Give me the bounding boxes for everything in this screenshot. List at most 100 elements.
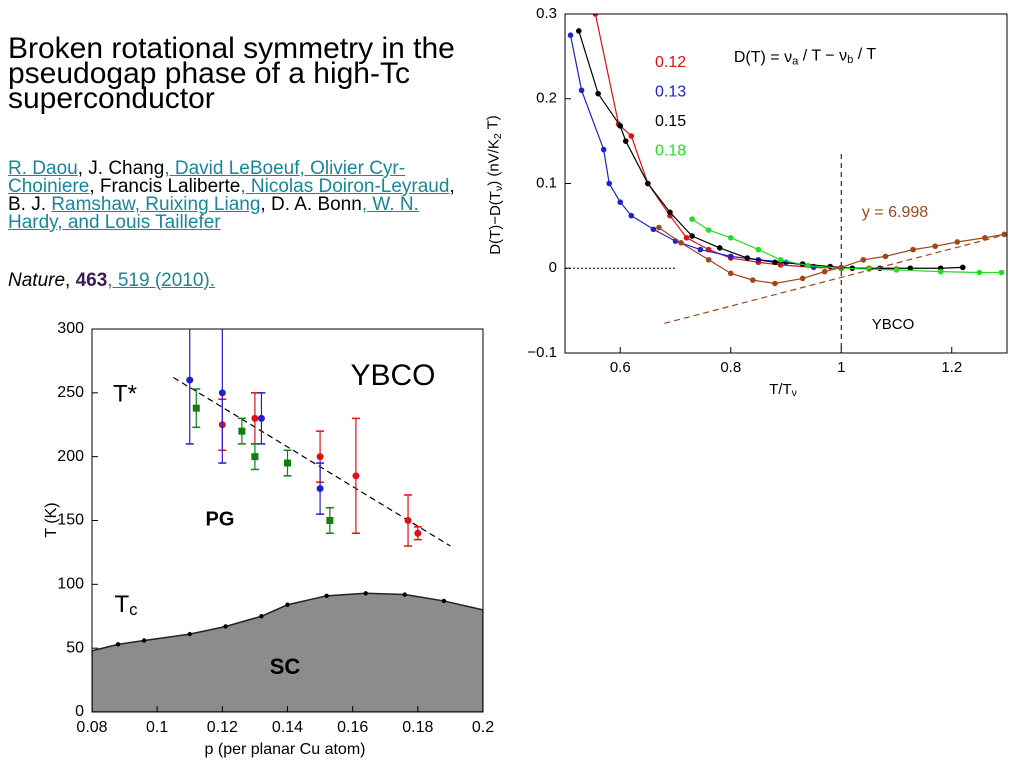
point [827, 263, 833, 270]
point [838, 264, 845, 271]
point [576, 28, 582, 34]
x-axis-label-part: T/T [769, 381, 792, 398]
point [352, 472, 360, 480]
annotation: Tc [114, 591, 137, 619]
point [772, 280, 778, 287]
area-point [187, 631, 192, 637]
point [617, 123, 624, 129]
citation-part: , [65, 270, 76, 291]
point [600, 146, 607, 153]
legend-entry: 0.15 [655, 113, 686, 130]
point [705, 256, 712, 263]
point [777, 262, 784, 268]
y-axis-label-part: T) [484, 115, 501, 133]
point [954, 239, 961, 245]
author[interactable]: , David LeBoeuf [164, 158, 300, 179]
plot-area [565, 14, 1007, 353]
legend-entry: 0.13 [655, 84, 686, 101]
point [628, 133, 635, 139]
y-tick-label: 0.2 [536, 90, 557, 107]
y-tick-label: 150 [57, 512, 84, 529]
point [414, 529, 422, 537]
series-line [173, 377, 451, 547]
citation-part: 463 [75, 270, 108, 291]
point [821, 268, 828, 275]
point [656, 224, 662, 231]
plot-area [92, 329, 483, 712]
x-tick-label: 0.14 [272, 719, 303, 736]
area-point [141, 638, 147, 643]
annotation-part: T [114, 591, 129, 618]
point [251, 453, 259, 461]
author: , B. J. [8, 176, 455, 215]
author[interactable]: , Olivier Cyr-Choiniere [8, 158, 406, 197]
x-tick-label: 0.6 [610, 359, 631, 376]
point [976, 269, 983, 276]
x-tick-label: 0.8 [720, 359, 741, 376]
citation: Nature, 463, 519 (2010). [8, 270, 216, 291]
point [316, 485, 324, 493]
annotation: y = 6.998 [862, 204, 928, 221]
point [907, 265, 914, 272]
point [910, 246, 916, 253]
x-tick-label: 1 [837, 359, 845, 376]
point [683, 234, 690, 241]
x-tick-label: 1.2 [941, 359, 962, 376]
citation-part[interactable]: , 519 (2010). [107, 270, 216, 291]
area-point [363, 591, 368, 596]
point [404, 517, 412, 524]
point [750, 277, 756, 283]
author[interactable]: R. Daou [8, 158, 78, 179]
y-axis-label: T (K) [43, 502, 60, 537]
annotation: SC [270, 654, 301, 679]
author[interactable]: , W. N. Hardy, and Louis Taillefer [8, 194, 419, 233]
x-tick-label: 0.1 [146, 719, 168, 736]
y-axis-label: D(T)−D(Tν) (nV/K2 T) [484, 115, 505, 255]
x-tick-label: 0.18 [402, 719, 433, 736]
point [592, 14, 599, 17]
point [218, 389, 226, 397]
y-tick-label: −0.1 [527, 344, 557, 361]
point [578, 87, 585, 94]
area-point [285, 602, 290, 607]
point [667, 209, 673, 216]
chart: 0.08 0.1 0.12 0.14 0.16 0.18 0.2 0 50 100 150 200 25… [43, 320, 494, 758]
author: , Francis Laliberte [89, 176, 241, 197]
author: , D. A. Bonn [260, 194, 362, 215]
x-tick-label: 0.2 [472, 719, 494, 736]
y-tick-label: 300 [57, 320, 84, 337]
author[interactable]: , Nicolas Doiron-Leyraud [240, 176, 450, 197]
area [92, 592, 483, 712]
point [251, 414, 259, 422]
y-axis-label-part: ν [493, 186, 505, 191]
series-line [691, 218, 1002, 274]
point [326, 517, 334, 524]
y-tick-label: 250 [57, 384, 84, 401]
point [705, 227, 712, 233]
annotation: YBCO [872, 316, 915, 333]
point [777, 256, 784, 263]
y-tick-label: 0.3 [536, 5, 557, 22]
area-point [259, 614, 264, 619]
area-point [115, 642, 121, 647]
x-tick-label: 0.16 [337, 719, 368, 736]
point [316, 453, 324, 461]
point [998, 269, 1005, 276]
point [772, 259, 778, 266]
annotation: PG [206, 508, 235, 530]
author: , J. Chang [77, 158, 165, 179]
annotation: YBCO [350, 359, 435, 392]
annotation-part: D(T) = ν [734, 49, 792, 66]
point [716, 245, 723, 251]
citation-part: Nature [8, 270, 66, 291]
y-tick-label: 0 [549, 259, 557, 276]
annotation-part: b [847, 54, 853, 66]
y-tick-label: 0 [75, 703, 84, 720]
point [284, 459, 291, 467]
y-tick-label: 0.1 [536, 174, 557, 191]
author[interactable]: Ramshaw, Ruixing Liang [51, 194, 261, 215]
legend-entry: 0.18 [655, 143, 686, 160]
y-tick-label: 50 [66, 639, 84, 656]
